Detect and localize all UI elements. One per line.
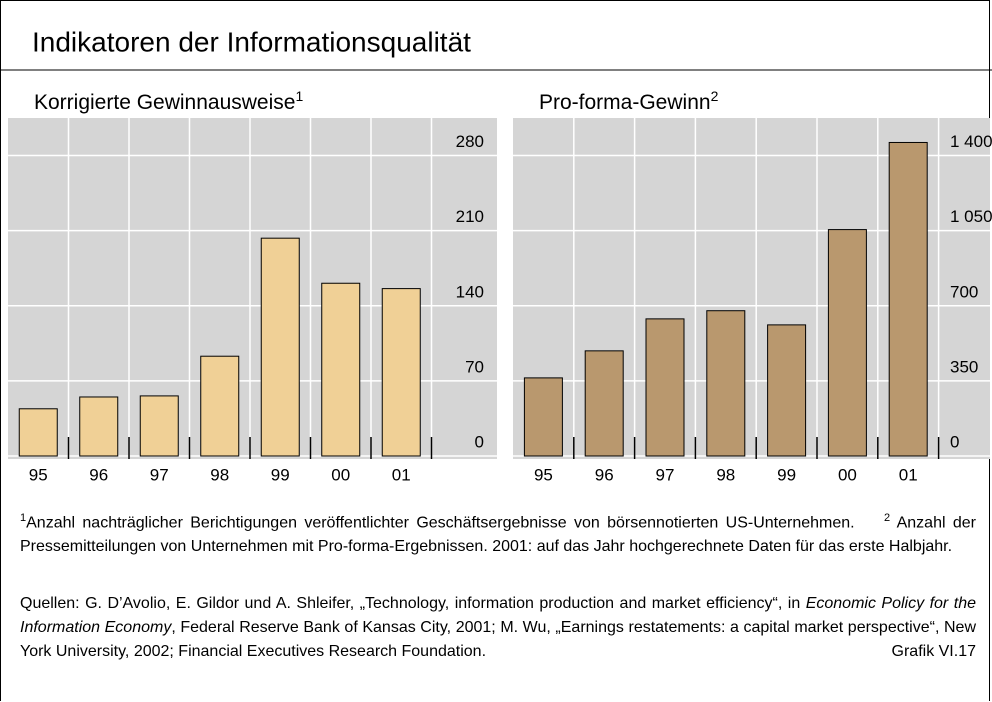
x-tick-label: 96: [89, 465, 108, 484]
x-tick-label: 01: [899, 465, 918, 484]
bar: [706, 310, 746, 457]
x-tick-label: 95: [29, 465, 48, 484]
x-tick-label: 96: [595, 465, 614, 484]
y-tick-label: 280: [456, 132, 484, 151]
x-tick-label: 00: [331, 465, 350, 484]
y-tick-label: 1 050: [950, 207, 992, 226]
figure-label: Grafik VI.17: [891, 643, 976, 660]
y-tick-label: 0: [475, 432, 484, 451]
bar: [260, 237, 300, 457]
subtitle-note: 2: [711, 88, 719, 104]
bar: [200, 355, 240, 457]
bar: [321, 282, 361, 457]
sources-title: Economic Policy for the Information Econ…: [20, 595, 976, 636]
bar: [523, 377, 563, 457]
chart-subtitle: Korrigierte Gewinnausweise1: [34, 88, 303, 114]
bar: [767, 324, 807, 457]
bar: [381, 288, 421, 457]
bar: [79, 396, 119, 457]
x-tick-label: 98: [716, 465, 735, 484]
page-title: Indikatoren der Informationsqualität: [32, 26, 471, 57]
charts: Indikatoren der Informationsqualität Kor…: [0, 26, 992, 484]
x-tick-label: 99: [271, 465, 290, 484]
footnote-marker: 2: [884, 512, 891, 524]
y-tick-label: 0: [950, 432, 959, 451]
x-tick-label: 98: [210, 465, 229, 484]
bar: [888, 141, 928, 457]
subtitle-text: Pro-forma-Gewinn: [539, 91, 711, 114]
x-tick-label: 01: [392, 465, 411, 484]
subtitle-note: 1: [295, 88, 303, 104]
x-tick-label: 99: [777, 465, 796, 484]
bar: [827, 229, 867, 457]
y-tick-label: 700: [950, 282, 978, 301]
x-tick-label: 00: [838, 465, 857, 484]
footnote-marker: 1: [20, 512, 27, 524]
footnotes: 1Anzahl nachträglicher Berichtigungen ve…: [20, 506, 976, 559]
x-tick-label: 97: [150, 465, 169, 484]
y-tick-label: 140: [456, 282, 484, 301]
y-tick-label: 210: [456, 207, 484, 226]
bar: [18, 408, 58, 457]
y-tick-label: 70: [465, 357, 484, 376]
sources: Quellen: G. D’Avolio, E. Gildor und A. S…: [20, 592, 976, 664]
x-tick-label: 97: [656, 465, 675, 484]
sources-text: , Federal Reserve Bank of Kansas City, 2…: [20, 619, 976, 660]
footnote: Anzahl nachträglicher Berichtigungen ver…: [26, 514, 855, 532]
x-tick-label: 95: [534, 465, 553, 484]
sources-text: Quellen: G. D’Avolio, E. Gildor und A. S…: [20, 595, 801, 612]
bar: [139, 395, 179, 457]
bar: [645, 318, 685, 457]
footnote: Anzahl der Pressemitteilungen von Untern…: [20, 514, 977, 556]
y-tick-label: 1 400: [950, 132, 992, 151]
y-tick-label: 350: [950, 357, 978, 376]
bar: [584, 350, 624, 457]
chart-subtitle: Pro-forma-Gewinn2: [539, 88, 719, 114]
subtitle-text: Korrigierte Gewinnausweise: [34, 91, 295, 114]
